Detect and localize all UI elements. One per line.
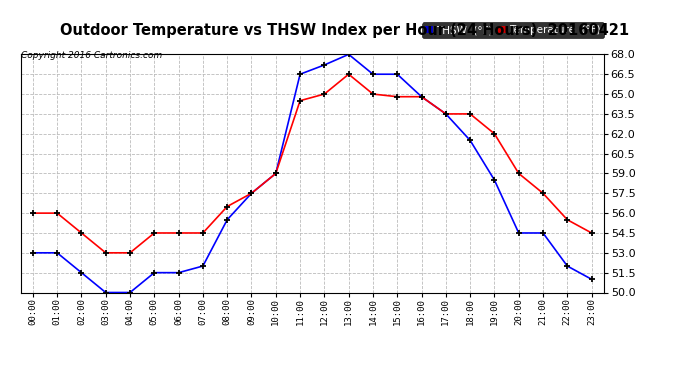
Text: Copyright 2016 Cartronics.com: Copyright 2016 Cartronics.com [21, 51, 162, 60]
Legend: THSW  (°F), Temperature  (°F): THSW (°F), Temperature (°F) [422, 22, 604, 38]
Text: Outdoor Temperature vs THSW Index per Hour (24 Hours)  20160421: Outdoor Temperature vs THSW Index per Ho… [61, 22, 629, 38]
